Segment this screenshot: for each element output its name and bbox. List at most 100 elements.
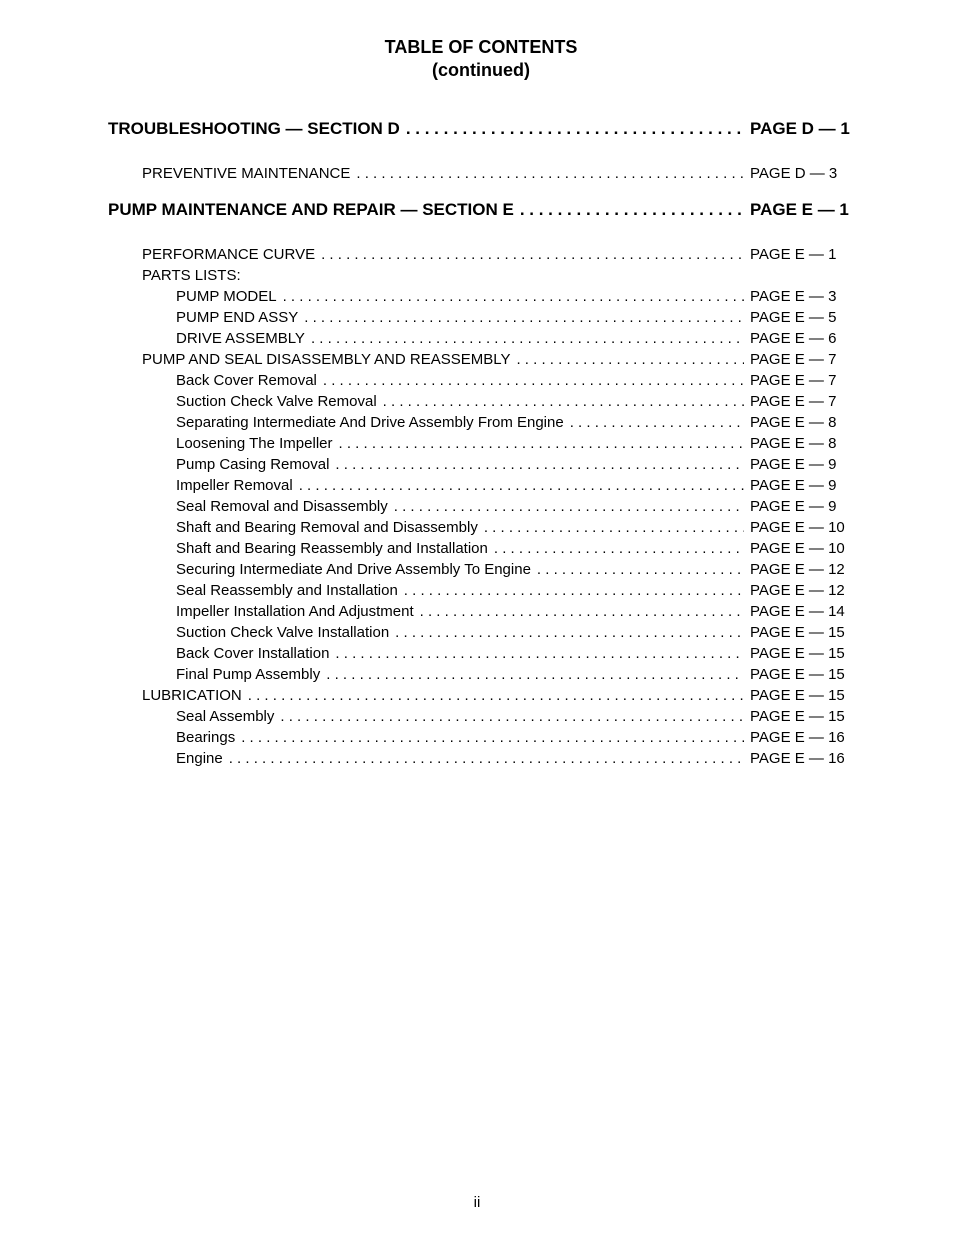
toc-row: PUMP END ASSYPAGE E — 5 [176, 307, 854, 328]
toc-entry-label: Impeller Installation And Adjustment [176, 601, 414, 622]
toc-entry-page: PAGE E — 12 [750, 559, 854, 580]
toc-entry-page: PAGE E — 14 [750, 601, 854, 622]
dot-leader [321, 244, 744, 265]
toc-entry-page: PAGE E — 1 [750, 198, 854, 222]
toc-entry-page: PAGE E — 9 [750, 475, 854, 496]
page-title-block: TABLE OF CONTENTS (continued) [108, 36, 854, 81]
toc-entry-label: Seal Assembly [176, 706, 274, 727]
dot-leader [311, 328, 744, 349]
dot-leader [516, 349, 744, 370]
toc-entry-label: Shaft and Bearing Removal and Disassembl… [176, 517, 478, 538]
toc-entry-page: PAGE E — 15 [750, 643, 854, 664]
dot-leader [570, 412, 744, 433]
dot-leader [406, 117, 744, 141]
toc-row: PUMP AND SEAL DISASSEMBLY AND REASSEMBLY… [142, 349, 854, 370]
toc-entry-label: Seal Removal and Disassembly [176, 496, 388, 517]
toc-row: Pump Casing RemovalPAGE E — 9 [176, 454, 854, 475]
toc-entry-page: PAGE E — 8 [750, 412, 854, 433]
toc-row: Shaft and Bearing Reassembly and Install… [176, 538, 854, 559]
toc-row: Back Cover Removal PAGE E — 7 [176, 370, 854, 391]
toc-row: Separating Intermediate And Drive Assemb… [176, 412, 854, 433]
dot-leader [520, 198, 744, 222]
dot-leader [335, 454, 744, 475]
toc-entry-label: Engine [176, 748, 223, 769]
toc-row: Loosening The Impeller PAGE E — 8 [176, 433, 854, 454]
toc-entry-label: PARTS LISTS: [142, 265, 241, 286]
dot-leader [395, 622, 744, 643]
toc-row: PUMP MODEL PAGE E — 3 [176, 286, 854, 307]
toc-entry-label: TROUBLESHOOTING — SECTION D [108, 117, 400, 141]
toc-entry-label: Bearings [176, 727, 235, 748]
toc-entry-label: LUBRICATION [142, 685, 242, 706]
toc-entry-page: PAGE E — 16 [750, 727, 854, 748]
toc-entry-page: PAGE E — 8 [750, 433, 854, 454]
toc-entry-label: Suction Check Valve Installation [176, 622, 389, 643]
toc-row: Shaft and Bearing Removal and Disassembl… [176, 517, 854, 538]
toc-entry-label: Pump Casing Removal [176, 454, 329, 475]
title-line-2: (continued) [108, 59, 854, 82]
toc-entry-label: PUMP AND SEAL DISASSEMBLY AND REASSEMBLY [142, 349, 510, 370]
dot-leader [537, 559, 744, 580]
toc-entry-label: DRIVE ASSEMBLY [176, 328, 305, 349]
toc-entry-page: PAGE E — 16 [750, 748, 854, 769]
toc-entry-label: Back Cover Removal [176, 370, 317, 391]
toc-row: Seal AssemblyPAGE E — 15 [176, 706, 854, 727]
toc-entry-page: PAGE E — 10 [750, 538, 854, 559]
toc-entry-label: Impeller Removal [176, 475, 293, 496]
toc-entry-page: PAGE E — 6 [750, 328, 854, 349]
toc-entry-page: PAGE D — 3 [750, 163, 854, 184]
toc-entry-label: Shaft and Bearing Reassembly and Install… [176, 538, 488, 559]
dot-leader [323, 370, 744, 391]
toc-entry-page: PAGE E — 5 [750, 307, 854, 328]
title-line-1: TABLE OF CONTENTS [108, 36, 854, 59]
toc-row: PERFORMANCE CURVE PAGE E — 1 [142, 244, 854, 265]
dot-leader [394, 496, 744, 517]
toc-row: Seal Reassembly and Installation PAGE E —… [176, 580, 854, 601]
toc-entry-page: PAGE E — 12 [750, 580, 854, 601]
toc-row: Engine PAGE E — 16 [176, 748, 854, 769]
dot-leader [383, 391, 744, 412]
toc-row: Seal Removal and Disassembly PAGE E — 9 [176, 496, 854, 517]
dot-leader [494, 538, 744, 559]
toc-entry-page: PAGE E — 1 [750, 244, 854, 265]
dot-leader [339, 433, 745, 454]
toc-entry-page: PAGE E — 7 [750, 370, 854, 391]
toc-entry-label: PUMP MODEL [176, 286, 277, 307]
toc-entry-label: PUMP MAINTENANCE AND REPAIR — SECTION E [108, 198, 514, 222]
toc-row: DRIVE ASSEMBLY PAGE E — 6 [176, 328, 854, 349]
dot-leader [404, 580, 744, 601]
toc-row: Suction Check Valve Removal PAGE E — 7 [176, 391, 854, 412]
dot-leader [283, 286, 744, 307]
dot-leader [280, 706, 744, 727]
toc-entry-page: PAGE E — 7 [750, 349, 854, 370]
toc-entry-page: PAGE E — 15 [750, 685, 854, 706]
toc-entry-page: PAGE E — 3 [750, 286, 854, 307]
toc-entry-page: PAGE E — 9 [750, 496, 854, 517]
toc-entry-label: Loosening The Impeller [176, 433, 333, 454]
toc-entry-page: PAGE D — 1 [750, 117, 854, 141]
toc-entry-page: PAGE E — 7 [750, 391, 854, 412]
toc-row: PARTS LISTS: [142, 265, 854, 286]
toc-gap [108, 184, 854, 188]
dot-leader [356, 163, 744, 184]
toc-row: PREVENTIVE MAINTENANCEPAGE D — 3 [142, 163, 854, 184]
dot-leader [484, 517, 744, 538]
toc-row: Bearings PAGE E — 16 [176, 727, 854, 748]
dot-leader [326, 664, 744, 685]
toc-row: Final Pump AssemblyPAGE E — 15 [176, 664, 854, 685]
dot-leader [335, 643, 744, 664]
toc-entry-label: Separating Intermediate And Drive Assemb… [176, 412, 564, 433]
dot-leader [420, 601, 744, 622]
dot-leader [299, 475, 744, 496]
footer-page-number: ii [0, 1194, 954, 1211]
toc-entry-label: Suction Check Valve Removal [176, 391, 377, 412]
toc-row: Impeller Removal PAGE E — 9 [176, 475, 854, 496]
toc-entry-label: Final Pump Assembly [176, 664, 320, 685]
toc-entry-label: Securing Intermediate And Drive Assembly… [176, 559, 531, 580]
toc-entry-label: Seal Reassembly and Installation [176, 580, 398, 601]
toc-entry-label: PERFORMANCE CURVE [142, 244, 315, 265]
dot-leader [241, 727, 744, 748]
table-of-contents: TROUBLESHOOTING — SECTION D PAGE D — 1 PRE… [108, 117, 854, 769]
dot-leader [248, 685, 744, 706]
page: TABLE OF CONTENTS (continued) TROUBLESHO… [0, 0, 954, 1235]
